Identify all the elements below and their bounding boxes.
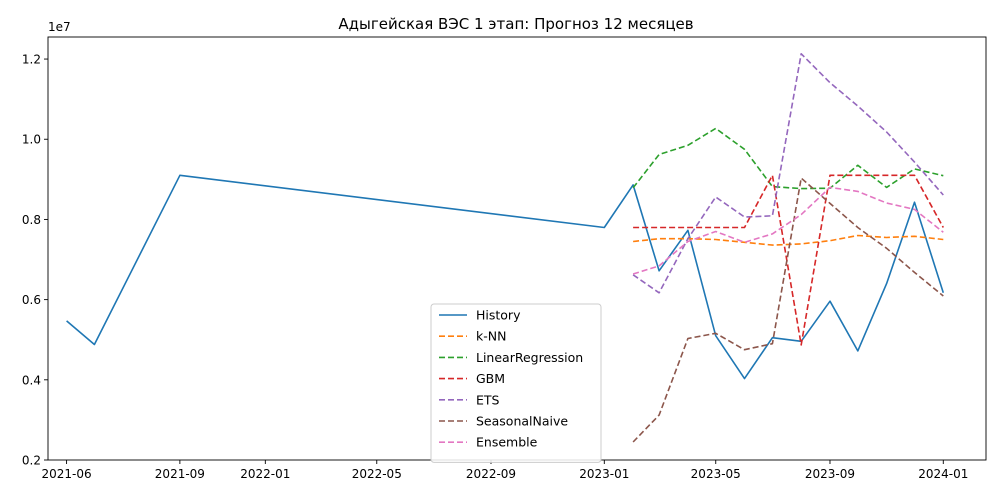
x-tick-label: 2024-01 (918, 467, 968, 481)
x-axis: 2021-06 2021-09 2022-01 2022-05 2022-09 2023-… (42, 460, 968, 481)
x-tick-label: 2021-06 (42, 467, 92, 481)
y-tick-label: 1.2 (22, 53, 41, 67)
legend: History k-NN LinearRegression GBM ETS Seasona… (430, 303, 602, 463)
x-tick-label: 2023-05 (691, 467, 741, 481)
x-tick-label: 2022-01 (240, 467, 290, 481)
x-tick-label: 2023-09 (805, 467, 855, 481)
y-scale-label: 1e7 (48, 20, 71, 34)
y-tick-label: 0.2 (22, 454, 41, 468)
legend-box (430, 303, 602, 463)
x-tick-label: 2021-09 (155, 467, 205, 481)
legend-label: Ensemble (476, 435, 538, 450)
y-axis: 0.2 0.4 0.6 0.8 1.0 1.2 (22, 53, 48, 468)
series-line-seasonalnaive (632, 177, 944, 443)
x-tick-label: 2022-05 (352, 467, 402, 481)
legend-label: History (476, 308, 521, 323)
legend-label: ETS (476, 392, 500, 407)
x-tick-label: 2022-09 (466, 467, 516, 481)
y-tick-label: 1.0 (22, 133, 41, 147)
plot-lines (66, 52, 945, 443)
chart-title: Адыгейская ВЭС 1 этап: Прогноз 12 месяце… (338, 15, 693, 33)
y-tick-label: 0.8 (22, 213, 41, 227)
y-tick-label: 0.6 (22, 293, 41, 307)
legend-label: k-NN (476, 329, 506, 344)
series-line-ensemble (632, 186, 944, 275)
legend-label: GBM (476, 371, 505, 386)
legend-label: SeasonalNaive (476, 414, 568, 429)
series-line-k-nn (633, 234, 944, 246)
legend-label: LinearRegression (476, 350, 583, 365)
series-line-gbm (633, 174, 945, 346)
series-line-linearregression (632, 127, 944, 190)
series-line-ets (632, 52, 944, 294)
series-line-history (66, 174, 945, 380)
y-tick-label: 0.4 (22, 373, 41, 387)
x-tick-label: 2023-01 (579, 467, 629, 481)
